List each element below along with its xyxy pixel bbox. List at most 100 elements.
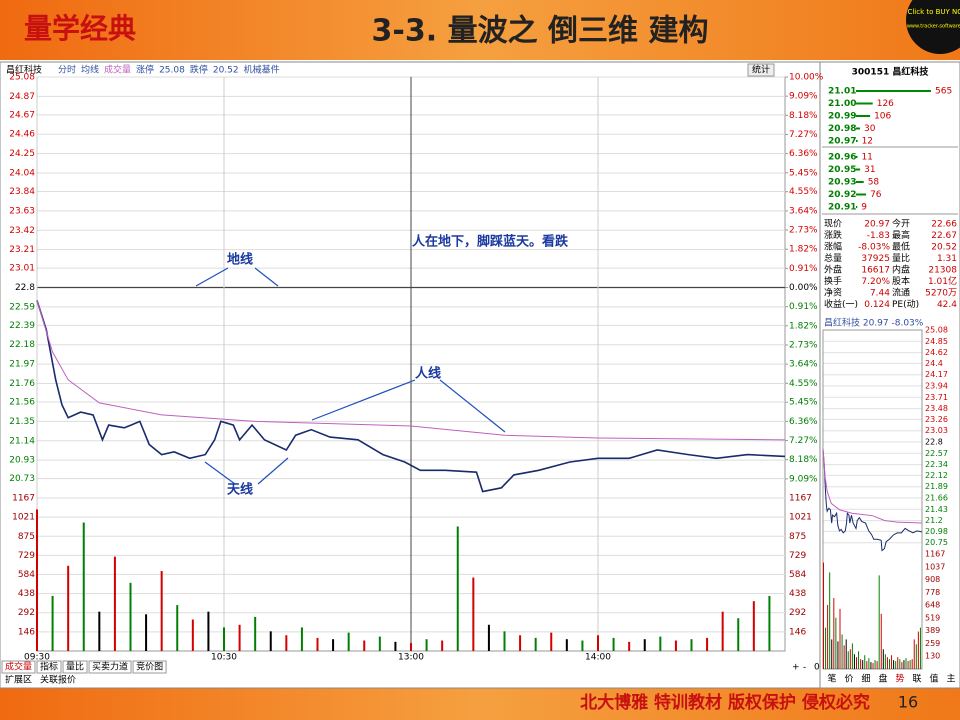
volume-bar [851, 643, 853, 669]
volume-bar [706, 637, 709, 651]
volume-bar [841, 634, 843, 669]
mini-tab[interactable]: 联 [912, 674, 921, 685]
volume-bar [659, 636, 662, 651]
volume-bar [472, 577, 475, 651]
tab[interactable]: 买卖力道 [92, 661, 128, 673]
tab-frame[interactable] [88, 660, 132, 674]
volume-bar [835, 617, 837, 669]
y2-tick-label: 10.00% [789, 73, 824, 83]
volume-bar [82, 522, 85, 651]
stats-button-label[interactable]: 统计 [752, 64, 770, 76]
book-qty: 106 [874, 112, 891, 122]
book-price: 20.97 [828, 137, 856, 147]
control[interactable]: + [792, 663, 800, 673]
arrow [311, 379, 416, 421]
mini-tick-label: 24.17 [925, 370, 948, 379]
control[interactable]: 0 [814, 663, 820, 673]
book-bar [856, 156, 858, 158]
control[interactable]: - [803, 663, 806, 673]
tab-frame[interactable] [1, 660, 36, 674]
tab-frame[interactable] [36, 660, 62, 674]
stat-label: 涨跌 [824, 230, 842, 241]
stat-value: 1.01亿 [928, 275, 957, 287]
stamp-url[interactable]: www.tracker-software.com [907, 24, 960, 30]
stamp-text[interactable]: Click to BUY NOW! [907, 8, 960, 16]
x-tick-label: 10:30 [211, 653, 237, 663]
book-price: 20.93 [828, 178, 856, 188]
y2-tick-label: 1.82% [789, 321, 818, 331]
tab[interactable]: 指标 [40, 661, 58, 673]
y-tick-label: 21.76 [9, 379, 35, 389]
tab-frame[interactable] [132, 660, 167, 674]
page-number: 16 [898, 693, 918, 712]
book-bar [856, 193, 867, 196]
annotation: 天线 [227, 482, 253, 498]
volume-tick-label: 1021 [12, 513, 35, 523]
mini-tab[interactable]: 盘 [878, 673, 887, 685]
mini-tick-label: 22.34 [925, 460, 948, 469]
mini-tab[interactable]: 势 [895, 673, 904, 685]
mini-tab[interactable]: 价 [844, 674, 853, 685]
mini-tick-label: 389 [925, 626, 940, 635]
volume-bar [191, 619, 194, 651]
mini-tick-label: 1037 [925, 562, 945, 571]
volume-bar [456, 526, 459, 651]
tab[interactable]: 关联报价 [40, 674, 76, 686]
book-bar [856, 140, 858, 142]
mini-tab[interactable]: 细 [861, 673, 870, 685]
mini-tab[interactable]: 笔 [827, 673, 836, 685]
volume-tick-label: 146 [789, 627, 806, 637]
tab[interactable]: 竞价图 [136, 661, 163, 673]
volume-bar [876, 661, 878, 669]
stat-value: 7.20% [861, 277, 890, 287]
book-qty: 30 [864, 124, 876, 134]
stats-button[interactable] [747, 63, 775, 77]
x-tick-label: 13:00 [398, 653, 424, 663]
volume-bar [823, 562, 824, 669]
tab[interactable]: 扩展区 [5, 674, 32, 686]
book-price: 20.98 [828, 124, 856, 134]
y-tick-label: 20.73 [9, 474, 35, 484]
arrow [439, 379, 506, 433]
volume-bar [825, 627, 827, 669]
y-tick-label: 24.04 [9, 169, 35, 179]
y-tick-label: 22.18 [9, 340, 35, 350]
tab[interactable]: 成交量 [5, 661, 32, 673]
mini-tab[interactable]: 主 [946, 673, 955, 685]
mini-tick-label: 21.2 [925, 516, 943, 525]
volume-tick-label: 729 [18, 551, 35, 561]
book-price: 21.01 [828, 87, 856, 97]
tab[interactable]: 量比 [66, 661, 84, 673]
book-bar [856, 90, 931, 92]
book-qty: 126 [877, 99, 894, 109]
stamp[interactable] [906, 0, 960, 54]
stat-value: 21308 [928, 266, 957, 276]
y2-tick-label: 9.09% [789, 92, 818, 102]
y-tick-label: 22.59 [9, 302, 35, 312]
volume-bar [207, 611, 210, 651]
volume-bar [843, 645, 845, 669]
volume-bar [394, 641, 397, 651]
volume-bar [860, 659, 862, 669]
volume-bar [829, 572, 831, 669]
y2-tick-label: 6.36% [789, 417, 818, 427]
tab-frame[interactable] [62, 660, 88, 674]
header-bar [0, 0, 960, 60]
book-bar [856, 115, 871, 117]
mini-tick-label: 23.03 [925, 426, 948, 435]
volume-bar [550, 632, 553, 651]
volume-bar [254, 616, 257, 651]
volume-bar [425, 639, 428, 651]
volume-bar [503, 631, 506, 651]
y2-tick-label: 5.45% [789, 398, 818, 408]
mini-tab[interactable]: 值 [929, 673, 938, 685]
y2-tick-label: 0.00% [789, 283, 818, 293]
volume-bar [737, 618, 740, 651]
volume-bar [847, 651, 849, 669]
logo: 量学经典 [24, 12, 136, 45]
volume-bar [332, 639, 335, 651]
volume-bar [300, 627, 303, 651]
mini-tick-label: 648 [925, 601, 940, 610]
volume-bar [238, 624, 241, 651]
arrow [204, 461, 236, 485]
